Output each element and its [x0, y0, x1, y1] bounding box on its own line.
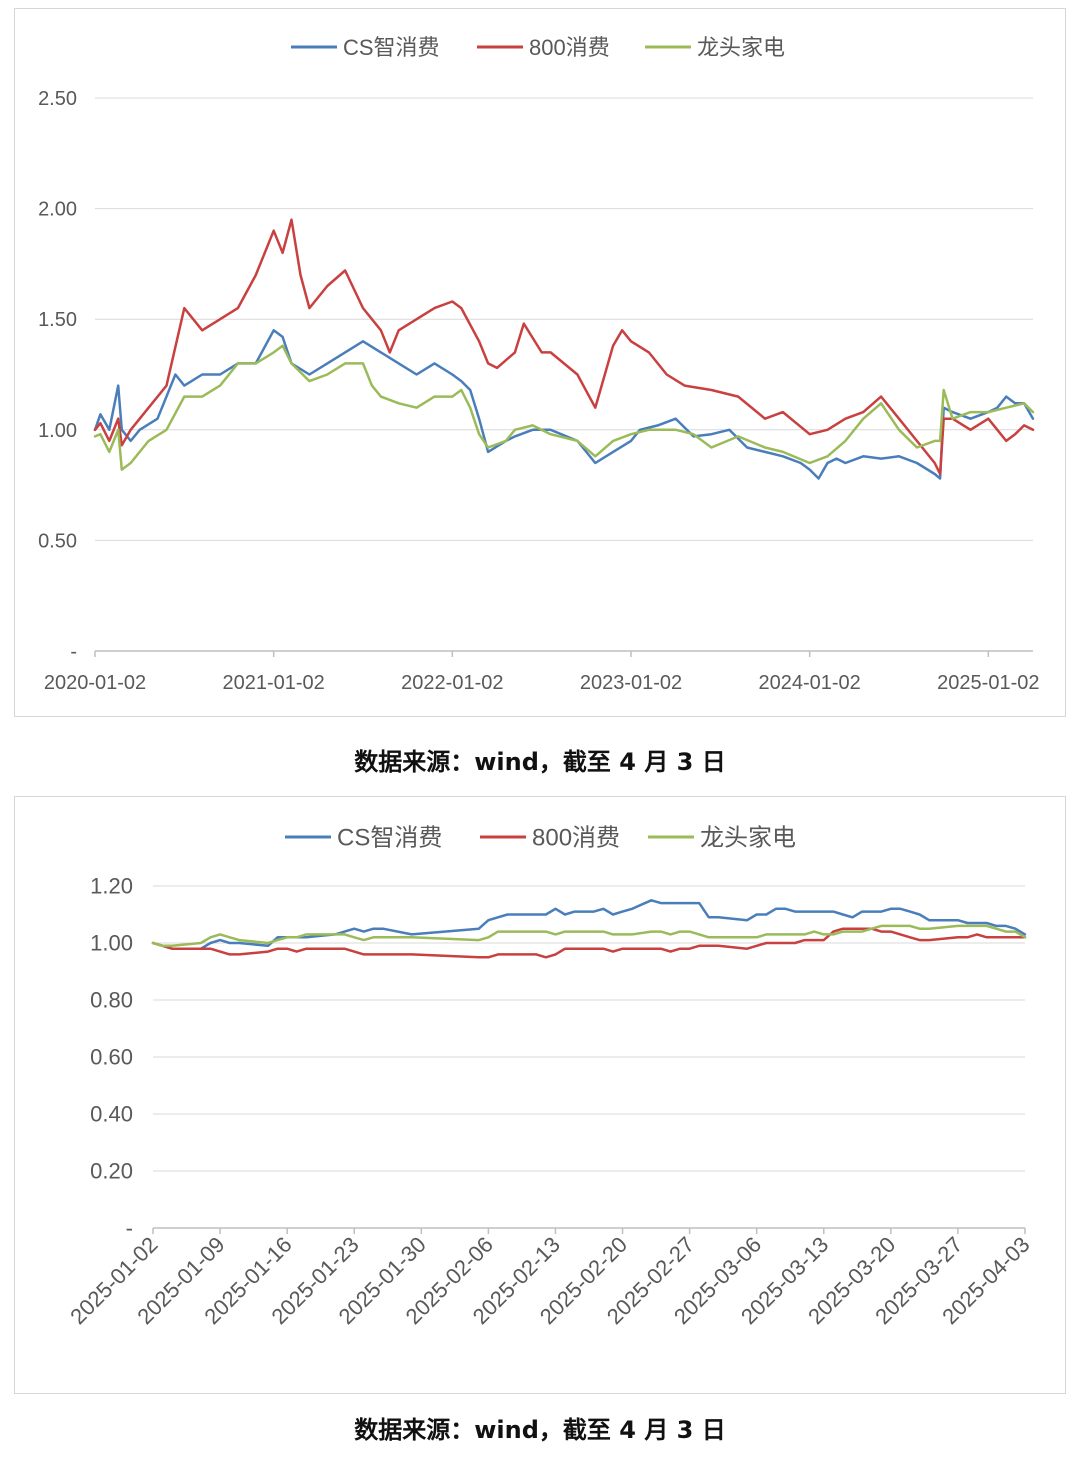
series-line-2 — [93, 344, 1035, 471]
source-caption-1: 数据来源：wind，截至 4 月 3 日 — [354, 748, 726, 776]
legend-label: CS智消费 — [343, 35, 440, 60]
y-tick-label: - — [126, 1216, 133, 1241]
y-tick-label: 2.50 — [38, 88, 77, 110]
chart-panel-2: -0.20 0.40 0.60 0.80 1.00 1.20 2025-01-02 2025-… — [14, 796, 1066, 1394]
x-tick-label: 2025-01-02 — [937, 672, 1039, 694]
y-tick-label: 0.60 — [90, 1045, 133, 1070]
chart-panel-1: - 0.50 1.00 1.50 2.00 2.50 2020-01-02 2021-01-0… — [14, 8, 1066, 717]
y-tick-label: 1.00 — [38, 420, 77, 442]
y-tick-label: 2.00 — [38, 199, 77, 221]
legend: CS智消费 800消费 龙头家电 — [291, 35, 785, 60]
y-tick-label: 1.50 — [38, 309, 77, 331]
legend: CS智消费 800消费 龙头家电 — [285, 825, 796, 852]
source-caption-2: 数据来源：wind，截至 4 月 3 日 — [354, 1416, 726, 1444]
series-line-0 — [151, 899, 1027, 950]
y-tick-label: 0.50 — [38, 530, 77, 552]
legend-label: CS智消费 — [337, 825, 442, 852]
y-tick-label: 0.40 — [90, 1102, 133, 1127]
x-tick-label: 2024-01-02 — [759, 672, 861, 694]
series-line-1 — [151, 927, 1027, 959]
line-chart-1: - 0.50 1.00 1.50 2.00 2.50 2020-01-02 2021-01-0… — [38, 35, 1039, 694]
x-tick-label: 2020-01-02 — [44, 672, 146, 694]
y-tick-label: 0.20 — [90, 1159, 133, 1184]
series-line-0 — [93, 329, 1035, 480]
line-chart-2: -0.200.400.600.801.001.202025-01-022025-… — [65, 825, 1034, 1329]
y-tick-label: 1.20 — [90, 874, 133, 899]
legend-label: 800消费 — [529, 35, 610, 60]
y-tick-label: 0.80 — [90, 988, 133, 1013]
legend-label: 龙头家电 — [700, 825, 796, 852]
legend-label: 800消费 — [532, 825, 620, 852]
x-tick-label: 2022-01-02 — [401, 672, 503, 694]
legend-label: 龙头家电 — [697, 35, 785, 60]
series-line-1 — [93, 218, 1035, 476]
y-tick-label: - — [70, 641, 77, 663]
series-line-2 — [151, 924, 1027, 948]
x-tick-label: 2023-01-02 — [580, 672, 682, 694]
y-tick-label: 1.00 — [90, 931, 133, 956]
x-tick-label: 2021-01-02 — [223, 672, 325, 694]
